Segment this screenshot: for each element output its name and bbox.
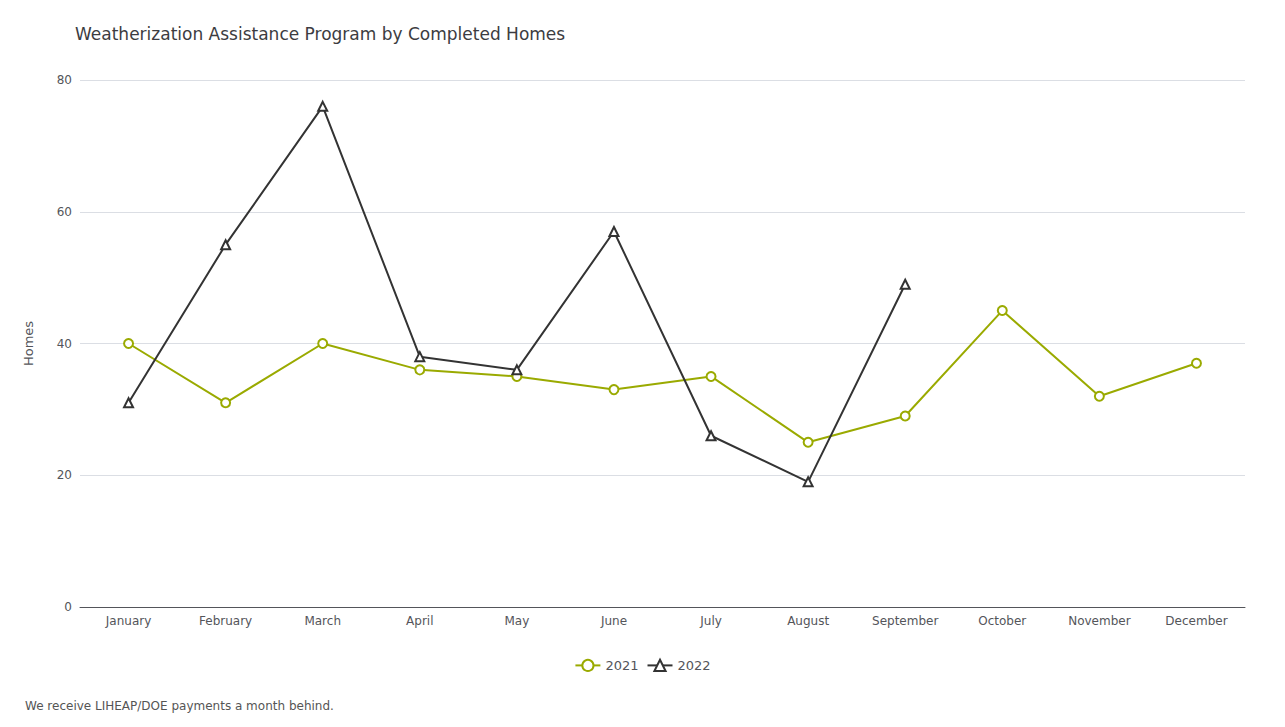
- svg-text:June: June: [600, 614, 627, 628]
- svg-text:80: 80: [57, 73, 72, 87]
- svg-text:November: November: [1068, 614, 1130, 628]
- svg-text:July: July: [699, 614, 722, 628]
- svg-text:60: 60: [57, 205, 72, 219]
- svg-text:Weatherization Assistance Prog: Weatherization Assistance Program by Com…: [75, 24, 565, 44]
- svg-text:March: March: [304, 614, 341, 628]
- svg-text:February: February: [199, 614, 252, 628]
- svg-text:2022: 2022: [678, 658, 711, 673]
- svg-text:Homes: Homes: [21, 321, 36, 366]
- svg-text:September: September: [872, 614, 938, 628]
- svg-text:20: 20: [57, 468, 72, 482]
- svg-text:We receive LIHEAP/DOE payments: We receive LIHEAP/DOE payments a month b…: [25, 699, 334, 713]
- svg-text:October: October: [978, 614, 1026, 628]
- svg-text:August: August: [787, 614, 829, 628]
- svg-text:2021: 2021: [605, 658, 638, 673]
- svg-text:40: 40: [57, 337, 72, 351]
- svg-text:0: 0: [64, 600, 72, 614]
- svg-text:May: May: [504, 614, 529, 628]
- svg-text:January: January: [105, 614, 152, 628]
- svg-text:December: December: [1165, 614, 1227, 628]
- svg-text:April: April: [406, 614, 433, 628]
